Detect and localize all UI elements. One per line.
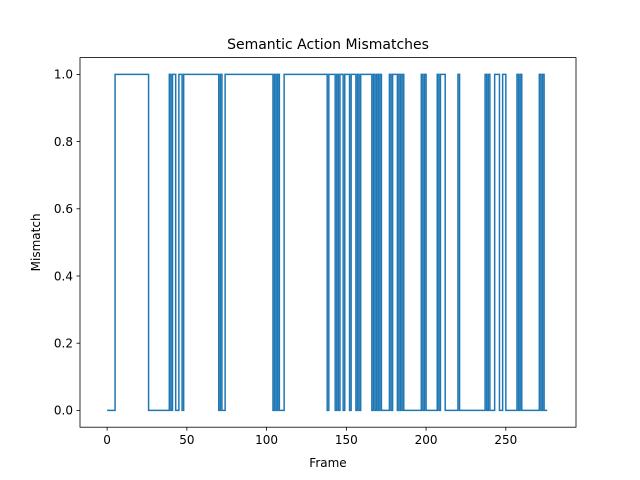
- y-axis-label: Mismatch: [29, 213, 43, 271]
- y-tick-label: 0.4: [54, 269, 73, 283]
- y-tick-label: 1.0: [54, 68, 73, 82]
- plot-frame: [79, 57, 577, 428]
- x-tick-label: 100: [255, 433, 278, 447]
- y-tick-label: 0.6: [54, 202, 73, 216]
- y-tick-label: 0.0: [54, 404, 73, 418]
- y-axis-ticks: 0.0 0.2 0.4 0.6 0.8 1.0: [54, 68, 80, 418]
- x-axis-ticks: 0 50 100 150 200 250: [103, 427, 517, 447]
- x-tick-label: 150: [335, 433, 358, 447]
- x-axis-label: Frame: [309, 456, 346, 470]
- mismatch-series-line: [107, 73, 548, 412]
- x-tick-label: 50: [179, 433, 194, 447]
- x-tick-label: 200: [415, 433, 438, 447]
- y-tick-label: 0.8: [54, 135, 73, 149]
- chart-title: Semantic Action Mismatches: [227, 37, 429, 53]
- x-tick-label: 250: [494, 433, 517, 447]
- y-tick-label: 0.2: [54, 337, 73, 351]
- data-layer: [107, 73, 548, 412]
- x-tick-label: 0: [103, 433, 111, 447]
